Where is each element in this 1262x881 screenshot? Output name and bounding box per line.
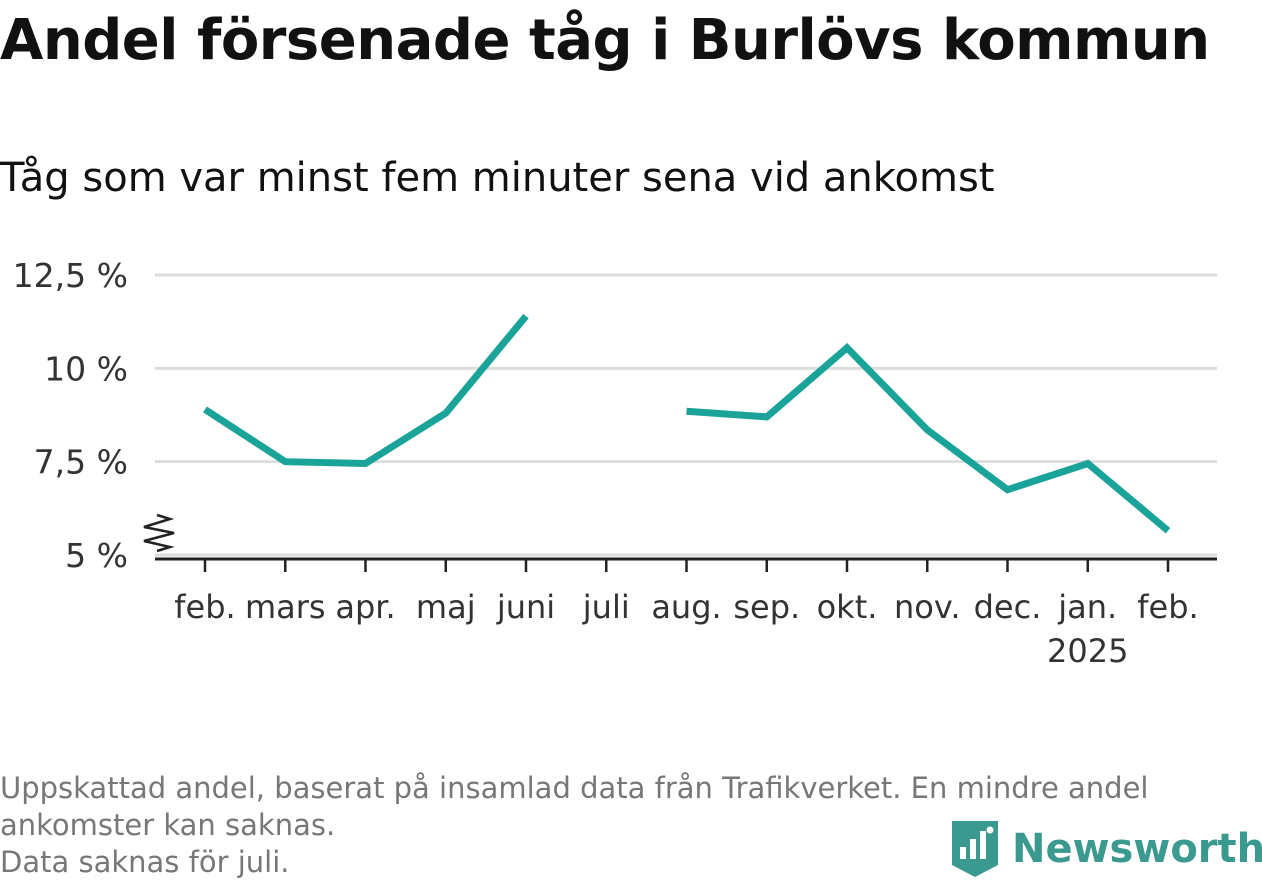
gridlines [155,273,1217,557]
x-tick-label: maj [416,588,476,626]
x-tick-label: juli [582,588,630,626]
line-chart: 5 % 7,5 % 10 % 12,5 % feb. mars apr. maj juni ju… [13,256,1217,670]
x-tick-label: okt. [817,588,878,626]
y-tick-label: 5 % [65,536,128,575]
brand-name: Newsworthy [1012,826,1262,872]
x-tick-label: feb. [174,588,235,626]
newsworthy-brand: Newsworthy [950,818,1262,880]
x-tick-label: juni [496,588,555,626]
y-tick-label: 10 % [44,349,128,388]
chart-subtitle: Tåg som var minst fem minuter sena vid a… [0,155,995,201]
y-tick-label: 7,5 % [34,443,128,482]
series-line [203,313,529,468]
chart-notes: Uppskattad andel, baserat på insamlad da… [0,770,1250,881]
x-tick-label: apr. [335,588,395,626]
x-tick-label: dec. [974,588,1042,626]
y-axis-ticks: 5 % 7,5 % 10 % 12,5 % [13,256,128,575]
newsworthy-logo-icon [952,821,998,877]
axis-break-icon [143,513,175,553]
x-tick-label: jan. [1057,588,1117,626]
note-line: Uppskattad andel, baserat på insamlad da… [0,771,1149,805]
x-tick-label: mars [245,588,326,626]
note-line: ankomster kan saknas. [0,808,336,842]
x-tick-label: aug. [651,588,721,626]
x-axis-ticks: feb. mars apr. maj juni juli aug. sep. okt. nov. d… [174,559,1199,670]
series-line [686,343,1171,534]
x-tick-label: feb. [1137,588,1198,626]
x-tick-sublabel: 2025 [1047,632,1128,670]
x-axis [143,513,1217,561]
y-tick-label: 12,5 % [13,256,128,295]
x-tick-label: nov. [894,588,960,626]
chart-title: Andel försenade tåg i Burlövs kommun [0,8,1210,73]
series-lines [203,313,1171,534]
note-line: Data saknas för juli. [0,845,290,879]
x-tick-label: sep. [733,588,800,626]
